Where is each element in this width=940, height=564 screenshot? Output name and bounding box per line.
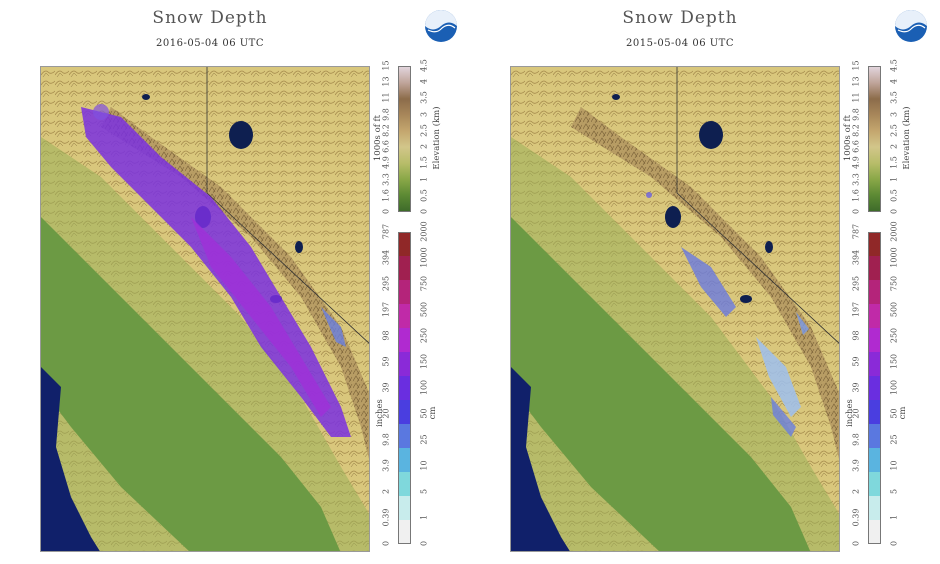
snow-colorbar xyxy=(398,232,411,544)
snow-cm-tick: 0 xyxy=(419,540,429,547)
elevation-ft-tick: 15 xyxy=(381,60,391,71)
snow-inches-label: inches xyxy=(845,399,855,427)
snow-inches-tick: 787 xyxy=(851,223,861,240)
snow-inches-tick: 2 xyxy=(381,488,391,495)
noaa-logo-icon xyxy=(424,9,458,43)
panel-title: Snow Depth xyxy=(622,8,738,28)
snow-colorbar-segment xyxy=(398,424,411,448)
snow-colorbar-segment xyxy=(398,328,411,352)
snow-cm-tick: 1 xyxy=(889,514,899,521)
snow-inches-tick: 59 xyxy=(381,356,391,367)
snow-colorbar-segment xyxy=(398,352,411,376)
snow-colorbar xyxy=(868,232,881,544)
noaa-logo-icon xyxy=(894,9,928,43)
snow-cm-label: cm xyxy=(898,406,908,420)
snow-colorbar-segment xyxy=(868,232,881,256)
elevation-km-tick: 4.5 xyxy=(419,59,429,72)
snow-cm-tick: 10 xyxy=(889,460,899,471)
snow-colorbar-segment xyxy=(868,256,881,280)
snow-colorbar-segment xyxy=(868,352,881,376)
elevation-ft-label: 1000s of ft xyxy=(373,114,383,162)
elevation-ft-label: 1000s of ft xyxy=(843,114,853,162)
snow-colorbar-segment xyxy=(868,376,881,400)
snow-cm-tick: 1000 xyxy=(889,247,899,268)
snow-inches-tick: 197 xyxy=(851,301,861,318)
snow-colorbar-segment xyxy=(868,280,881,304)
elevation-km-label: Elevation (km) xyxy=(902,106,912,170)
elevation-colorbar xyxy=(398,66,411,212)
snow-depth-map xyxy=(40,66,370,552)
snow-colorbar-segment xyxy=(868,424,881,448)
snow-inches-tick: 295 xyxy=(381,275,391,292)
snow-colorbar-segment xyxy=(398,400,411,424)
snow-cm-tick: 10 xyxy=(419,460,429,471)
snow-colorbar-segment xyxy=(868,472,881,496)
snow-inches-tick: 394 xyxy=(851,249,861,266)
elevation-km-tick: 4.5 xyxy=(889,59,899,72)
snow-inches-tick: 295 xyxy=(851,275,861,292)
snow-inches-tick: 0 xyxy=(851,540,861,547)
snow-colorbar-segment xyxy=(398,472,411,496)
panel-date: 2016-05-04 06 UTC xyxy=(156,38,264,49)
snow-inches-tick: 0 xyxy=(381,540,391,547)
elevation-colorbar xyxy=(868,66,881,212)
snow-colorbar-segment xyxy=(398,448,411,472)
snow-cm-tick: 1000 xyxy=(419,247,429,268)
panel-title: Snow Depth xyxy=(152,8,268,28)
snow-inches-tick: 3.9 xyxy=(381,459,391,472)
snow-cm-tick: 250 xyxy=(889,327,899,344)
snow-colorbar-segment xyxy=(868,400,881,424)
snow-inches-tick: 0.39 xyxy=(381,508,391,527)
snow-colorbar-segment xyxy=(868,496,881,520)
snow-cm-tick: 2000 xyxy=(889,221,899,242)
snow-colorbar-segment xyxy=(398,496,411,520)
snow-colorbar-segment xyxy=(398,280,411,304)
snow-colorbar-segment xyxy=(868,448,881,472)
snow-cm-tick: 150 xyxy=(419,353,429,370)
snow-colorbar-segment xyxy=(398,376,411,400)
snow-inches-tick: 98 xyxy=(851,330,861,341)
snow-depth-map xyxy=(510,66,840,552)
snow-cm-tick: 750 xyxy=(419,275,429,292)
snow-cm-tick: 1 xyxy=(419,514,429,521)
snow-cm-tick: 2000 xyxy=(419,221,429,242)
snow-inches-tick: 59 xyxy=(851,356,861,367)
snow-cm-tick: 500 xyxy=(419,301,429,318)
snow-colorbar-segment xyxy=(868,304,881,328)
snow-inches-tick: 0.39 xyxy=(851,508,861,527)
snow-cm-tick: 0 xyxy=(889,540,899,547)
snow-colorbar-segment xyxy=(398,256,411,280)
snow-colorbar-segment xyxy=(398,520,411,544)
snow-inches-label: inches xyxy=(375,399,385,427)
elevation-ft-tick: 15 xyxy=(851,60,861,71)
snow-inches-tick: 98 xyxy=(381,330,391,341)
snow-cm-tick: 5 xyxy=(419,488,429,495)
snow-cm-tick: 250 xyxy=(419,327,429,344)
snow-cm-tick: 500 xyxy=(889,301,899,318)
snow-colorbar-segment xyxy=(868,520,881,544)
snow-inches-tick: 3.9 xyxy=(851,459,861,472)
snow-colorbar-segment xyxy=(868,328,881,352)
panel-date: 2015-05-04 06 UTC xyxy=(626,38,734,49)
snow-cm-tick: 5 xyxy=(889,488,899,495)
snow-inches-tick: 197 xyxy=(381,301,391,318)
snow-inches-tick: 2 xyxy=(851,488,861,495)
elevation-km-label: Elevation (km) xyxy=(432,106,442,170)
snow-cm-label: cm xyxy=(428,406,438,420)
snow-cm-tick: 750 xyxy=(889,275,899,292)
snow-cm-tick: 150 xyxy=(889,353,899,370)
snow-colorbar-segment xyxy=(398,232,411,256)
snow-colorbar-segment xyxy=(398,304,411,328)
snow-depth-panel-2015: Snow Depth 2015-05-04 06 UTC 0 0 1.6 0.5 3.3… xyxy=(470,0,940,564)
snow-inches-tick: 787 xyxy=(381,223,391,240)
snow-depth-panel-2016: Snow Depth 2016-05-04 06 UTC 0 0 1.6 0.5 3.3… xyxy=(40,8,458,552)
snow-inches-tick: 394 xyxy=(381,249,391,266)
